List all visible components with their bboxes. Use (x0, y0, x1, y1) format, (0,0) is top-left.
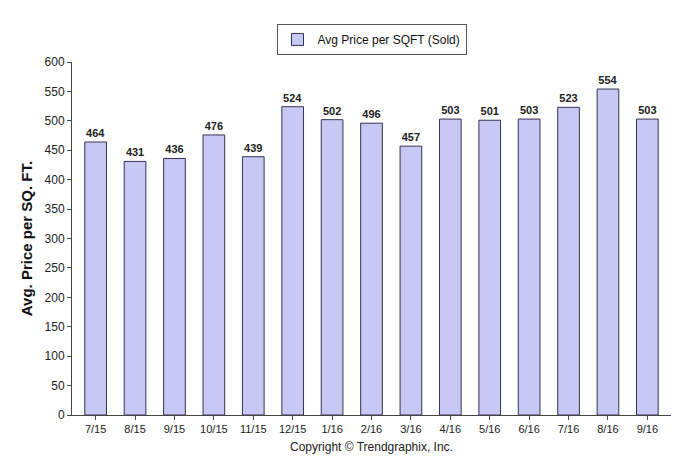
svg-text:9/16: 9/16 (637, 423, 658, 435)
svg-text:150: 150 (45, 320, 65, 334)
svg-text:2/16: 2/16 (361, 423, 382, 435)
svg-text:100: 100 (45, 349, 65, 363)
svg-text:503: 503 (638, 104, 656, 116)
svg-text:431: 431 (126, 146, 144, 158)
svg-text:503: 503 (520, 104, 538, 116)
svg-text:7/15: 7/15 (85, 423, 106, 435)
svg-text:50: 50 (51, 379, 65, 393)
svg-text:300: 300 (45, 232, 65, 246)
svg-text:500: 500 (45, 114, 65, 128)
svg-text:0: 0 (58, 408, 65, 422)
svg-text:7/16: 7/16 (558, 423, 579, 435)
svg-text:502: 502 (323, 105, 341, 117)
svg-text:436: 436 (165, 143, 183, 155)
svg-text:6/16: 6/16 (518, 423, 539, 435)
svg-text:10/15: 10/15 (200, 423, 228, 435)
svg-text:476: 476 (205, 120, 223, 132)
svg-text:523: 523 (559, 92, 577, 104)
svg-text:503: 503 (441, 104, 459, 116)
svg-text:450: 450 (45, 143, 65, 157)
svg-text:501: 501 (481, 105, 499, 117)
svg-text:554: 554 (598, 74, 617, 86)
svg-text:9/15: 9/15 (164, 423, 185, 435)
svg-text:3/16: 3/16 (400, 423, 421, 435)
svg-text:457: 457 (402, 131, 420, 143)
svg-text:8/15: 8/15 (124, 423, 145, 435)
svg-text:12/15: 12/15 (279, 423, 307, 435)
svg-text:496: 496 (362, 108, 380, 120)
svg-text:Avg. Price per SQ. FT.: Avg. Price per SQ. FT. (18, 161, 35, 316)
svg-text:250: 250 (45, 261, 65, 275)
svg-text:5/16: 5/16 (479, 423, 500, 435)
svg-text:524: 524 (283, 92, 302, 104)
svg-text:464: 464 (86, 127, 105, 139)
svg-text:1/16: 1/16 (321, 423, 342, 435)
svg-text:400: 400 (45, 173, 65, 187)
svg-text:11/15: 11/15 (240, 423, 267, 435)
svg-text:600: 600 (45, 55, 65, 69)
svg-text:350: 350 (45, 202, 65, 216)
svg-text:Avg Price per SQFT (Sold): Avg Price per SQFT (Sold) (318, 33, 460, 47)
svg-text:550: 550 (45, 85, 65, 99)
svg-text:200: 200 (45, 291, 65, 305)
svg-text:4/16: 4/16 (440, 423, 461, 435)
svg-text:8/16: 8/16 (597, 423, 618, 435)
svg-text:439: 439 (244, 142, 262, 154)
svg-text:Copyright © Trendgraphix, Inc.: Copyright © Trendgraphix, Inc. (290, 440, 453, 454)
